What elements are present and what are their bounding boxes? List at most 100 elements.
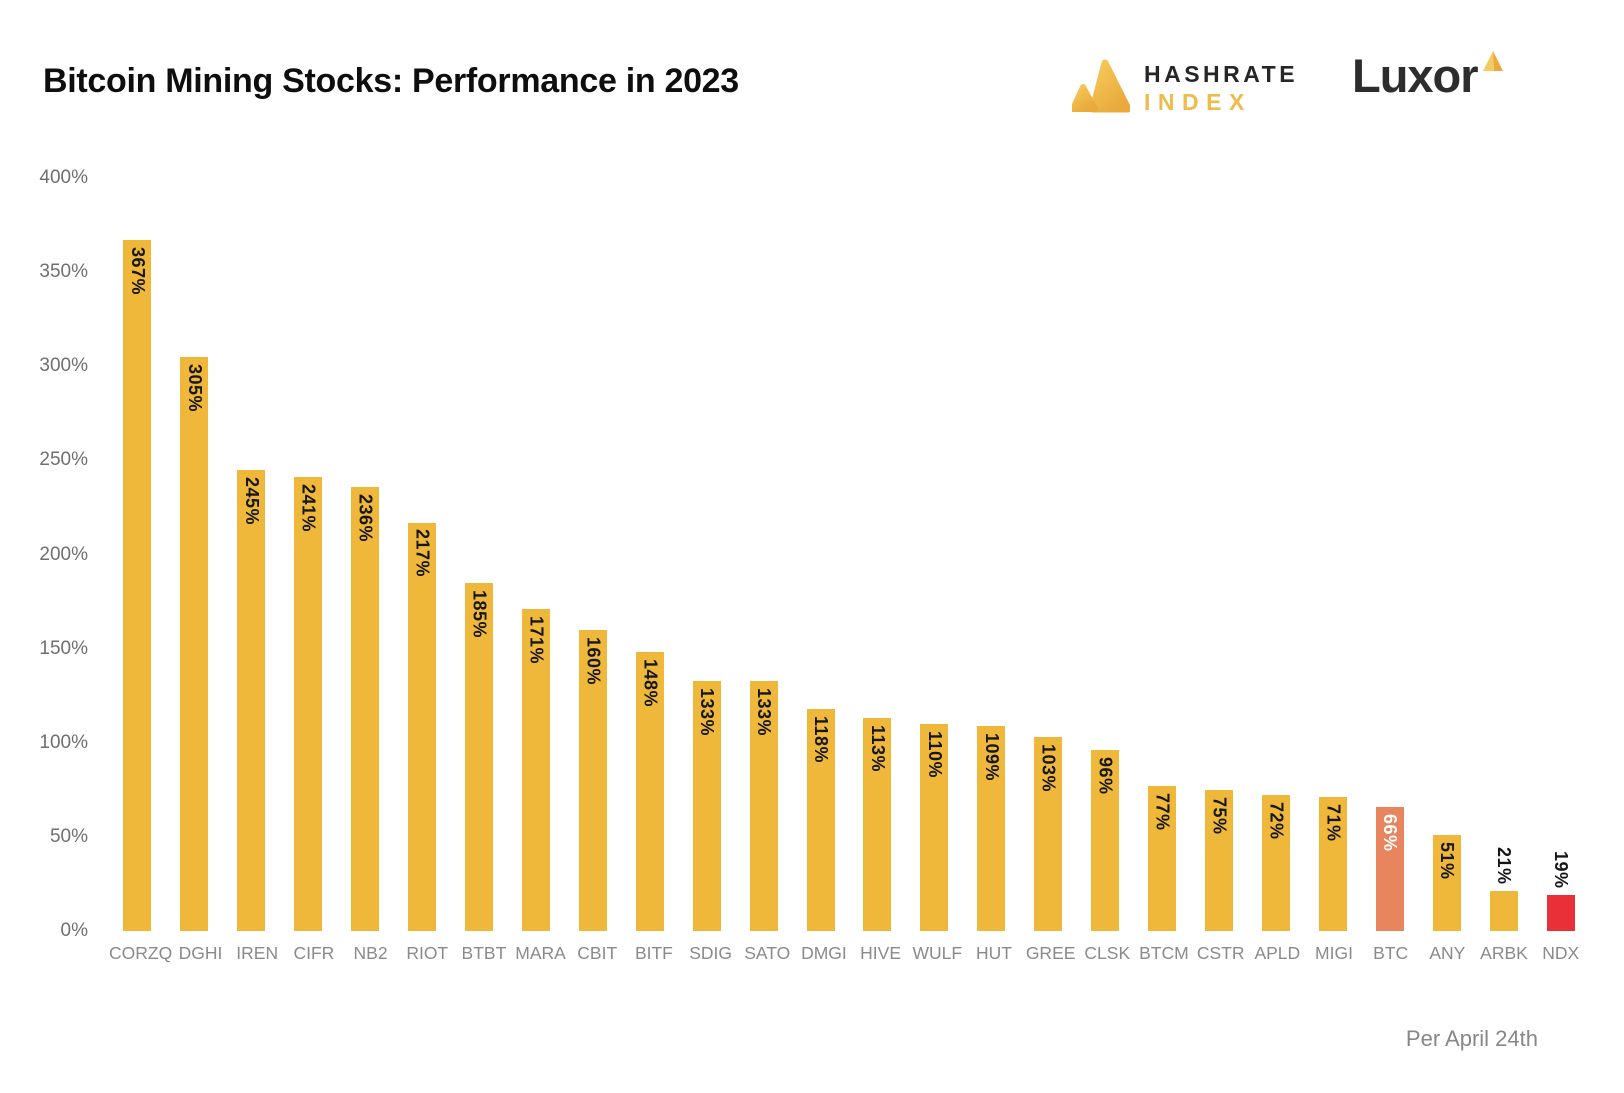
bar-DGHI — [180, 356, 209, 931]
x-tick-CIFR: CIFR — [293, 943, 335, 963]
bar-value-BTBT: 185% — [469, 589, 490, 638]
chart-column-APLD: 72% — [1247, 178, 1304, 931]
chart-column-WULF: 110% — [906, 178, 963, 931]
bar-APLD — [1261, 795, 1290, 931]
bar-value-MARA: 171% — [526, 616, 547, 665]
bar-RIOT — [408, 522, 437, 931]
x-tick-HUT: HUT — [975, 943, 1012, 963]
bar-SDIG — [692, 680, 721, 931]
bar-BITF — [635, 652, 664, 931]
chart-column-HIVE: 113% — [849, 178, 906, 931]
y-tick-50: 50% — [49, 825, 88, 847]
bar-value-SDIG: 133% — [697, 687, 718, 736]
chart-column-GREE: 103% — [1020, 178, 1077, 931]
chart-column-NB2: 236% — [337, 178, 394, 931]
bar-BTBT — [464, 582, 493, 931]
bar-CIFR — [294, 477, 323, 931]
chart-column-MARA: 171% — [507, 178, 564, 931]
bar-DMGI — [806, 708, 835, 931]
x-tick-SDIG: SDIG — [689, 943, 732, 963]
x-tick-HIVE: HIVE — [860, 943, 902, 963]
chart-column-DGHI: 305% — [166, 178, 223, 931]
page-title: Bitcoin Mining Stocks: Performance in 20… — [43, 62, 739, 100]
x-tick-DMGI: DMGI — [801, 943, 847, 963]
chart-column-BITF: 148% — [621, 178, 678, 931]
bar-value-ANY: 51% — [1437, 841, 1458, 880]
y-tick-150: 150% — [39, 637, 88, 659]
index-word: INDEX — [1144, 89, 1252, 115]
chart-column-NDX: 19% — [1532, 178, 1589, 931]
x-tick-CSTR: CSTR — [1196, 943, 1245, 963]
bar-IREN — [237, 469, 266, 931]
y-tick-350: 350% — [39, 261, 88, 283]
chart-column-SDIG: 133% — [678, 178, 735, 931]
x-tick-BTBT: BTBT — [461, 943, 507, 963]
hashrate-word: HASHRATE — [1144, 60, 1299, 87]
bar-value-WULF: 110% — [924, 730, 945, 778]
y-tick-0: 0% — [60, 920, 88, 941]
bar-value-HUT: 109% — [981, 732, 1002, 781]
chart-column-IREN: 245% — [223, 178, 280, 931]
luxor-logo: Luxor — [1352, 51, 1504, 99]
y-tick-200: 200% — [39, 543, 88, 565]
x-tick-NB2: NB2 — [353, 943, 388, 963]
bar-value-IREN: 245% — [241, 476, 262, 525]
y-tick-300: 300% — [39, 355, 88, 377]
x-tick-APLD: APLD — [1254, 943, 1301, 963]
chart-column-CBIT: 160% — [564, 178, 621, 931]
bar-value-MIGI: 71% — [1323, 804, 1344, 842]
bar-value-CBIT: 160% — [583, 636, 604, 685]
bar-NB2 — [351, 486, 380, 931]
x-tick-GREE: GREE — [1025, 943, 1076, 963]
bar-CLSK — [1091, 750, 1120, 931]
x-tick-ANY: ANY — [1429, 943, 1466, 963]
bar-value-HIVE: 113% — [867, 725, 888, 773]
bar-value-CLSK: 96% — [1095, 757, 1116, 795]
bar-value-CIFR: 241% — [298, 484, 319, 533]
chart-column-MIGI: 71% — [1304, 178, 1361, 931]
bar-value-GREE: 103% — [1038, 744, 1059, 793]
chart-column-HUT: 109% — [963, 178, 1020, 931]
chart-column-CIFR: 241% — [280, 178, 337, 931]
x-tick-CORZQ: CORZQ — [109, 943, 173, 963]
y-tick-400: 400% — [39, 167, 88, 188]
bar-CSTR — [1204, 789, 1233, 931]
bar-ARBK — [1489, 891, 1518, 931]
x-tick-WULF: WULF — [912, 943, 963, 963]
chart-column-ARBK: 21% — [1475, 178, 1532, 931]
bar-value-BTCM: 77% — [1152, 793, 1173, 831]
chart-column-RIOT: 217% — [394, 178, 451, 931]
x-tick-BTCM: BTCM — [1139, 943, 1189, 963]
bar-value-SATO: 133% — [754, 687, 775, 736]
chart-column-DMGI: 118% — [792, 178, 849, 931]
x-tick-RIOT: RIOT — [406, 943, 449, 963]
hashrate-index-logo: HASHRATE INDEX — [1070, 58, 1299, 119]
hashrate-triangles-icon — [1070, 58, 1132, 119]
bar-value-NDX: 19% — [1551, 850, 1571, 889]
chart-column-BTC: 66% — [1361, 178, 1418, 931]
bar-value-DMGI: 118% — [811, 715, 832, 763]
bar-value-DGHI: 305% — [184, 363, 205, 412]
x-tick-ARBK: ARBK — [1480, 943, 1528, 963]
bar-HIVE — [863, 718, 892, 931]
bar-ANY — [1432, 835, 1461, 931]
bar-MIGI — [1318, 797, 1347, 931]
x-tick-CBIT: CBIT — [577, 943, 618, 963]
bar-value-BTC: 66% — [1380, 813, 1401, 852]
bar-WULF — [920, 723, 949, 931]
bar-NDX — [1546, 895, 1575, 931]
bar-value-BITF: 148% — [640, 659, 661, 708]
bar-CORZQ — [123, 240, 152, 931]
x-tick-MARA: MARA — [515, 943, 566, 963]
x-tick-BTC: BTC — [1373, 943, 1409, 963]
bar-MARA — [521, 609, 550, 931]
chart-column-SATO: 133% — [735, 178, 792, 931]
x-tick-DGHI: DGHI — [178, 943, 223, 963]
hashrate-index-wordmark: HASHRATE INDEX — [1144, 60, 1299, 116]
bar-plot-area: 367% 305% 245% 241% 236% 217% 185% 171% 160% 148%… — [109, 178, 1589, 931]
footer-note: Per April 24th — [1405, 1026, 1538, 1051]
bar-value-CSTR: 75% — [1209, 796, 1230, 835]
bar-BTC — [1375, 806, 1404, 931]
bar-value-CORZQ: 367% — [127, 247, 148, 296]
